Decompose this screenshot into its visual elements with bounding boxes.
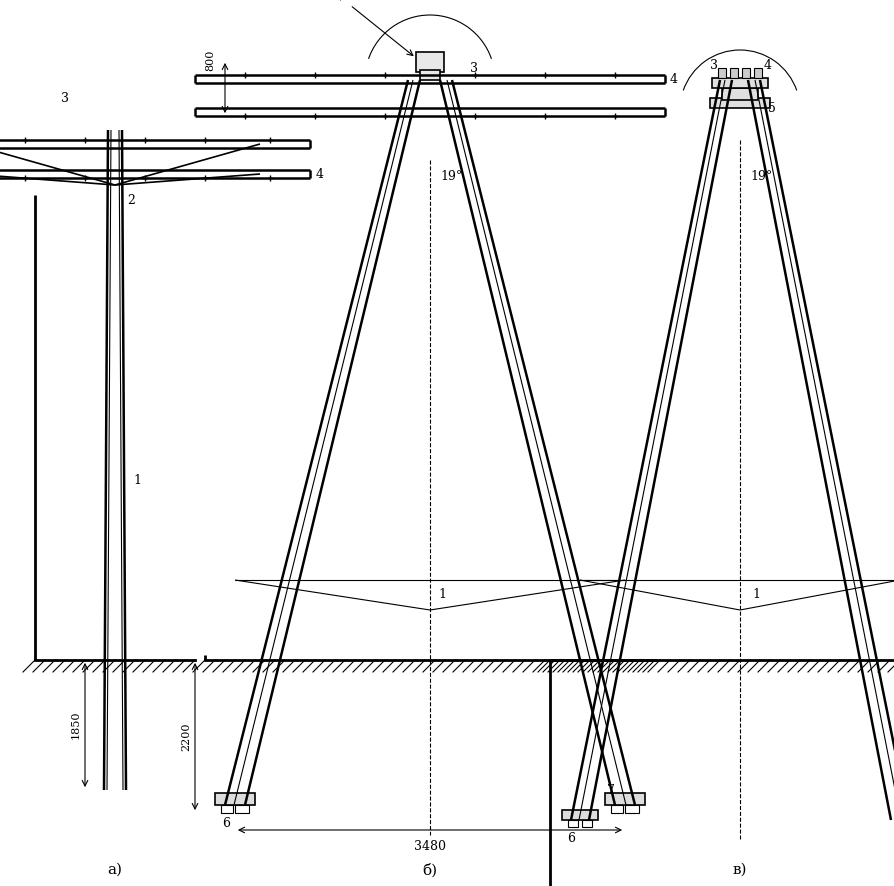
Bar: [561, 810, 597, 820]
Bar: [235, 805, 249, 813]
Text: 2: 2: [127, 193, 135, 206]
Bar: [730, 68, 738, 78]
Text: а): а): [107, 863, 122, 877]
Bar: [741, 68, 749, 78]
Text: в): в): [732, 863, 746, 877]
Text: 2200: 2200: [181, 722, 190, 750]
Text: 1: 1: [751, 588, 759, 602]
Text: 1850: 1850: [71, 711, 81, 739]
Text: 4: 4: [670, 73, 678, 86]
Bar: [568, 820, 578, 827]
Bar: [721, 88, 757, 100]
Text: 7: 7: [606, 784, 614, 797]
Text: 3: 3: [61, 92, 69, 105]
Bar: [604, 793, 645, 805]
Bar: [709, 98, 769, 108]
Text: 280: 280: [333, 0, 354, 2]
Text: 19°: 19°: [749, 170, 772, 183]
Bar: [419, 70, 440, 80]
Bar: [611, 805, 622, 813]
Text: 5: 5: [767, 102, 775, 114]
Text: 4: 4: [763, 58, 772, 72]
Bar: [753, 68, 761, 78]
Bar: [221, 805, 232, 813]
Text: 3: 3: [709, 58, 717, 72]
Bar: [712, 78, 767, 88]
Text: 1: 1: [133, 473, 141, 486]
Text: 4: 4: [316, 167, 324, 181]
Text: 6: 6: [567, 832, 574, 845]
Text: 1: 1: [437, 588, 445, 602]
Text: 6: 6: [222, 817, 230, 830]
Text: 3: 3: [469, 61, 477, 74]
Bar: [624, 805, 638, 813]
Text: 3480: 3480: [414, 840, 445, 853]
Bar: [416, 52, 443, 72]
Text: 19°: 19°: [440, 170, 461, 183]
Bar: [717, 68, 725, 78]
Text: б): б): [422, 863, 437, 877]
Bar: [215, 793, 255, 805]
Bar: [581, 820, 591, 827]
Text: 800: 800: [205, 50, 215, 71]
